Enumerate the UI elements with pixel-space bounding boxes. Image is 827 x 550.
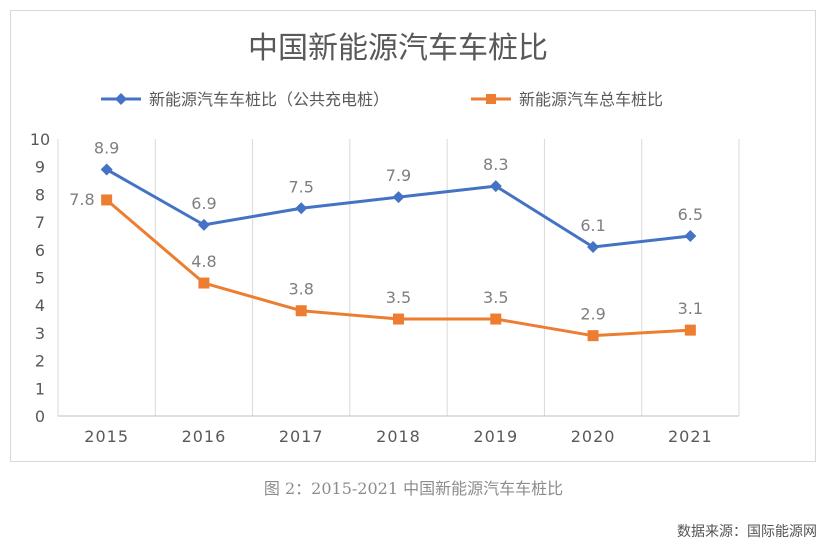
legend-marker-2 bbox=[486, 94, 496, 104]
series-2-point bbox=[393, 313, 404, 325]
data-source: 数据来源：国际能源网 bbox=[677, 524, 817, 540]
data-label: 3.1 bbox=[678, 299, 703, 318]
y-tick-label: 5 bbox=[35, 269, 45, 288]
data-label: 6.9 bbox=[191, 194, 216, 213]
data-label: 7.5 bbox=[288, 177, 313, 196]
data-label: 3.8 bbox=[288, 280, 313, 299]
x-tick-label: 2020 bbox=[571, 427, 616, 446]
series-2-point bbox=[198, 277, 210, 289]
series-1-point bbox=[587, 241, 600, 254]
data-label: 8.9 bbox=[94, 138, 119, 157]
series-1-point bbox=[684, 229, 697, 242]
y-tick-label: 4 bbox=[35, 296, 45, 315]
data-label: 3.5 bbox=[386, 288, 411, 307]
data-label: 4.8 bbox=[191, 252, 216, 271]
legend-marker-1 bbox=[115, 93, 127, 105]
x-tick-label: 2019 bbox=[473, 427, 518, 446]
data-label: 6.1 bbox=[580, 216, 605, 235]
data-label: 3.5 bbox=[483, 288, 508, 307]
y-tick-label: 10 bbox=[30, 130, 50, 149]
series-2-point bbox=[490, 313, 502, 325]
series-2-point bbox=[101, 194, 113, 206]
data-label: 2.9 bbox=[580, 305, 605, 324]
series-2-point bbox=[684, 324, 696, 336]
series-1-point bbox=[489, 180, 502, 193]
data-label: 7.9 bbox=[386, 166, 411, 185]
series-1-point bbox=[100, 163, 113, 176]
y-tick-label: 2 bbox=[35, 352, 45, 371]
series-2-point bbox=[587, 330, 599, 342]
data-label: 6.5 bbox=[678, 205, 703, 224]
series-1-point bbox=[392, 191, 405, 204]
series-2-point bbox=[295, 305, 307, 317]
legend-label-2: 新能源汽车总车桩比 bbox=[519, 90, 663, 109]
y-tick-label: 6 bbox=[35, 241, 45, 260]
data-label: 7.8 bbox=[69, 190, 94, 209]
x-tick-label: 2021 bbox=[668, 427, 713, 446]
x-tick-label: 2016 bbox=[182, 427, 227, 446]
chart-title: 中国新能源汽车车桩比 bbox=[248, 31, 548, 66]
y-tick-label: 9 bbox=[35, 158, 45, 177]
y-tick-label: 1 bbox=[35, 379, 45, 398]
chart-frame: 中国新能源汽车车桩比新能源汽车车桩比（公共充电桩） 新能源汽车总车桩比 0 1 2 3 4 5… bbox=[10, 10, 816, 462]
x-tick-label: 2018 bbox=[376, 427, 421, 446]
figure-caption: 图 2：2015-2021 中国新能源汽车车桩比 bbox=[263, 479, 564, 498]
y-tick-label: 0 bbox=[35, 407, 45, 426]
y-tick-label: 8 bbox=[35, 185, 45, 204]
x-tick-label: 2017 bbox=[279, 427, 324, 446]
series-1-point bbox=[295, 202, 308, 215]
y-tick-label: 7 bbox=[35, 213, 45, 232]
y-tick-label: 3 bbox=[35, 324, 45, 343]
series-1-point bbox=[197, 218, 210, 231]
x-tick-label: 2015 bbox=[84, 427, 129, 446]
data-label: 8.3 bbox=[483, 155, 508, 174]
legend-label-1: 新能源汽车车桩比（公共充电桩） bbox=[149, 90, 389, 109]
